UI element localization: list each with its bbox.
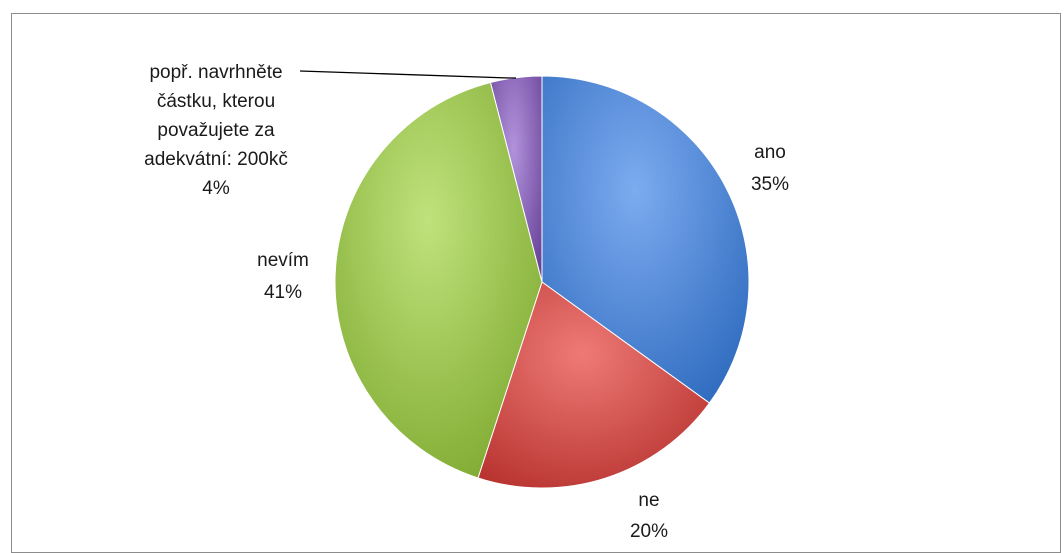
label-ne-pct: 20%: [630, 521, 668, 542]
pie-slice-nevim: [334, 81, 543, 479]
pie-slice-ne: [477, 281, 711, 489]
label-navrh-line-1: popř. navrhněte: [149, 62, 282, 83]
leader-line: [299, 70, 516, 79]
label-nevim-name: nevím: [257, 250, 309, 271]
label-navrh-line-4: adekvátní: 200kč: [144, 149, 288, 170]
label-navrh-pct: 4%: [202, 178, 230, 199]
label-navrh-line-2: částku, kterou: [157, 91, 275, 112]
label-navrh-line-3: považujete za: [157, 120, 275, 141]
pie-slices: [334, 75, 750, 489]
label-ano-name: ano: [754, 142, 786, 163]
label-ne-name: ne: [638, 490, 659, 511]
label-nevim-pct: 41%: [264, 282, 302, 303]
pie-slice-navrh-castky: [489, 75, 543, 283]
label-ano-pct: 35%: [751, 174, 789, 195]
pie-slice-ano: [541, 75, 750, 404]
